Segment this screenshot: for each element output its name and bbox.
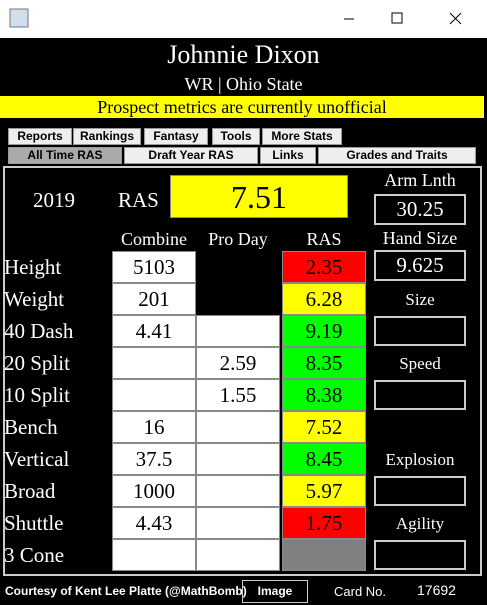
row-label: Vertical bbox=[4, 447, 70, 471]
tab[interactable]: More Stats bbox=[262, 128, 342, 145]
card-label: Card No. bbox=[334, 584, 387, 599]
panel bbox=[3, 166, 482, 576]
column-header: Pro Day bbox=[208, 229, 268, 249]
app-icon bbox=[9, 8, 29, 28]
tab[interactable]: Rankings bbox=[73, 128, 141, 145]
pro-day-cell bbox=[196, 443, 280, 475]
ras-cell: 2.35 bbox=[282, 251, 366, 283]
banner: Prospect metrics are currently unofficia… bbox=[0, 96, 484, 118]
pro-day-cell bbox=[196, 539, 280, 571]
grade-box bbox=[374, 476, 466, 506]
maximize-button[interactable] bbox=[391, 12, 403, 24]
ras-cell bbox=[282, 539, 366, 571]
combine-cell: 37.5 bbox=[112, 443, 196, 475]
tab[interactable]: Draft Year RAS bbox=[124, 147, 258, 164]
column-header: Combine bbox=[121, 229, 187, 249]
grade-box bbox=[374, 380, 466, 410]
tab[interactable]: Links bbox=[260, 147, 316, 164]
row-label: 10 Split bbox=[4, 383, 70, 407]
pro-day-cell bbox=[196, 475, 280, 507]
column-header: RAS bbox=[306, 229, 342, 249]
ras-score: 7.51 bbox=[170, 175, 348, 218]
window-controls bbox=[9, 8, 462, 28]
combine-cell bbox=[112, 347, 196, 379]
close-button[interactable] bbox=[449, 12, 462, 25]
combine-cell: 4.41 bbox=[112, 315, 196, 347]
pro-day-cell bbox=[196, 251, 280, 283]
tab[interactable]: Fantasy bbox=[144, 128, 208, 145]
ras-cell: 5.97 bbox=[282, 475, 366, 507]
combine-cell: 16 bbox=[112, 411, 196, 443]
pro-day-cell bbox=[196, 283, 280, 315]
grade-box bbox=[374, 316, 466, 346]
pro-day-cell bbox=[196, 507, 280, 539]
row-label: Weight bbox=[4, 287, 65, 311]
credit: Courtesy of Kent Lee Platte (@MathBomb) bbox=[5, 584, 247, 598]
title-bar bbox=[0, 0, 487, 38]
tab[interactable]: Tools bbox=[212, 128, 260, 145]
row-label: 3 Cone bbox=[4, 543, 65, 567]
grade-label: Agility bbox=[395, 514, 445, 533]
ras-cell: 8.35 bbox=[282, 347, 366, 379]
ras-cell: 7.52 bbox=[282, 411, 366, 443]
combine-cell: 1000 bbox=[112, 475, 196, 507]
grade-label: Speed bbox=[399, 354, 441, 373]
ras-label: RAS bbox=[118, 188, 159, 212]
combine-cell: 4.43 bbox=[112, 507, 196, 539]
player-name: Johnnie Dixon bbox=[167, 40, 320, 69]
row-label: Height bbox=[4, 255, 62, 279]
pro-day-cell bbox=[196, 315, 280, 347]
hand-size-label: Hand Size bbox=[382, 228, 458, 248]
pro-day-cell: 2.59 bbox=[196, 347, 280, 379]
row-label: Shuttle bbox=[4, 511, 64, 535]
arm-length-label: Arm Lnth bbox=[384, 170, 456, 190]
ras-cell: 9.19 bbox=[282, 315, 366, 347]
tab[interactable]: Reports bbox=[8, 128, 72, 145]
arm-length: 30.25 bbox=[374, 194, 466, 225]
ras-cell: 1.75 bbox=[282, 507, 366, 539]
card-number: 17692 bbox=[417, 582, 456, 598]
year: 2019 bbox=[33, 188, 75, 212]
hand-size: 9.625 bbox=[374, 250, 466, 281]
pro-day-cell: 1.55 bbox=[196, 379, 280, 411]
player-subtitle: WR | Ohio State bbox=[184, 74, 303, 94]
combine-cell: 201 bbox=[112, 283, 196, 315]
ras-cell: 8.38 bbox=[282, 379, 366, 411]
combine-cell: 5103 bbox=[112, 251, 196, 283]
tab[interactable]: Grades and Traits bbox=[318, 147, 476, 164]
row-label: 20 Split bbox=[4, 351, 70, 375]
row-label: 40 Dash bbox=[4, 319, 74, 343]
tab[interactable]: All Time RAS bbox=[8, 147, 122, 164]
grade-label: Size bbox=[405, 290, 435, 309]
ras-cell: 6.28 bbox=[282, 283, 366, 315]
grade-label: Explosion bbox=[385, 450, 455, 469]
ras-cell: 8.45 bbox=[282, 443, 366, 475]
combine-cell bbox=[112, 379, 196, 411]
image-button[interactable]: Image bbox=[242, 580, 308, 603]
row-label: Bench bbox=[4, 415, 58, 439]
pro-day-cell bbox=[196, 411, 280, 443]
combine-cell bbox=[112, 539, 196, 571]
grade-box bbox=[374, 540, 466, 570]
row-label: Broad bbox=[4, 479, 56, 503]
